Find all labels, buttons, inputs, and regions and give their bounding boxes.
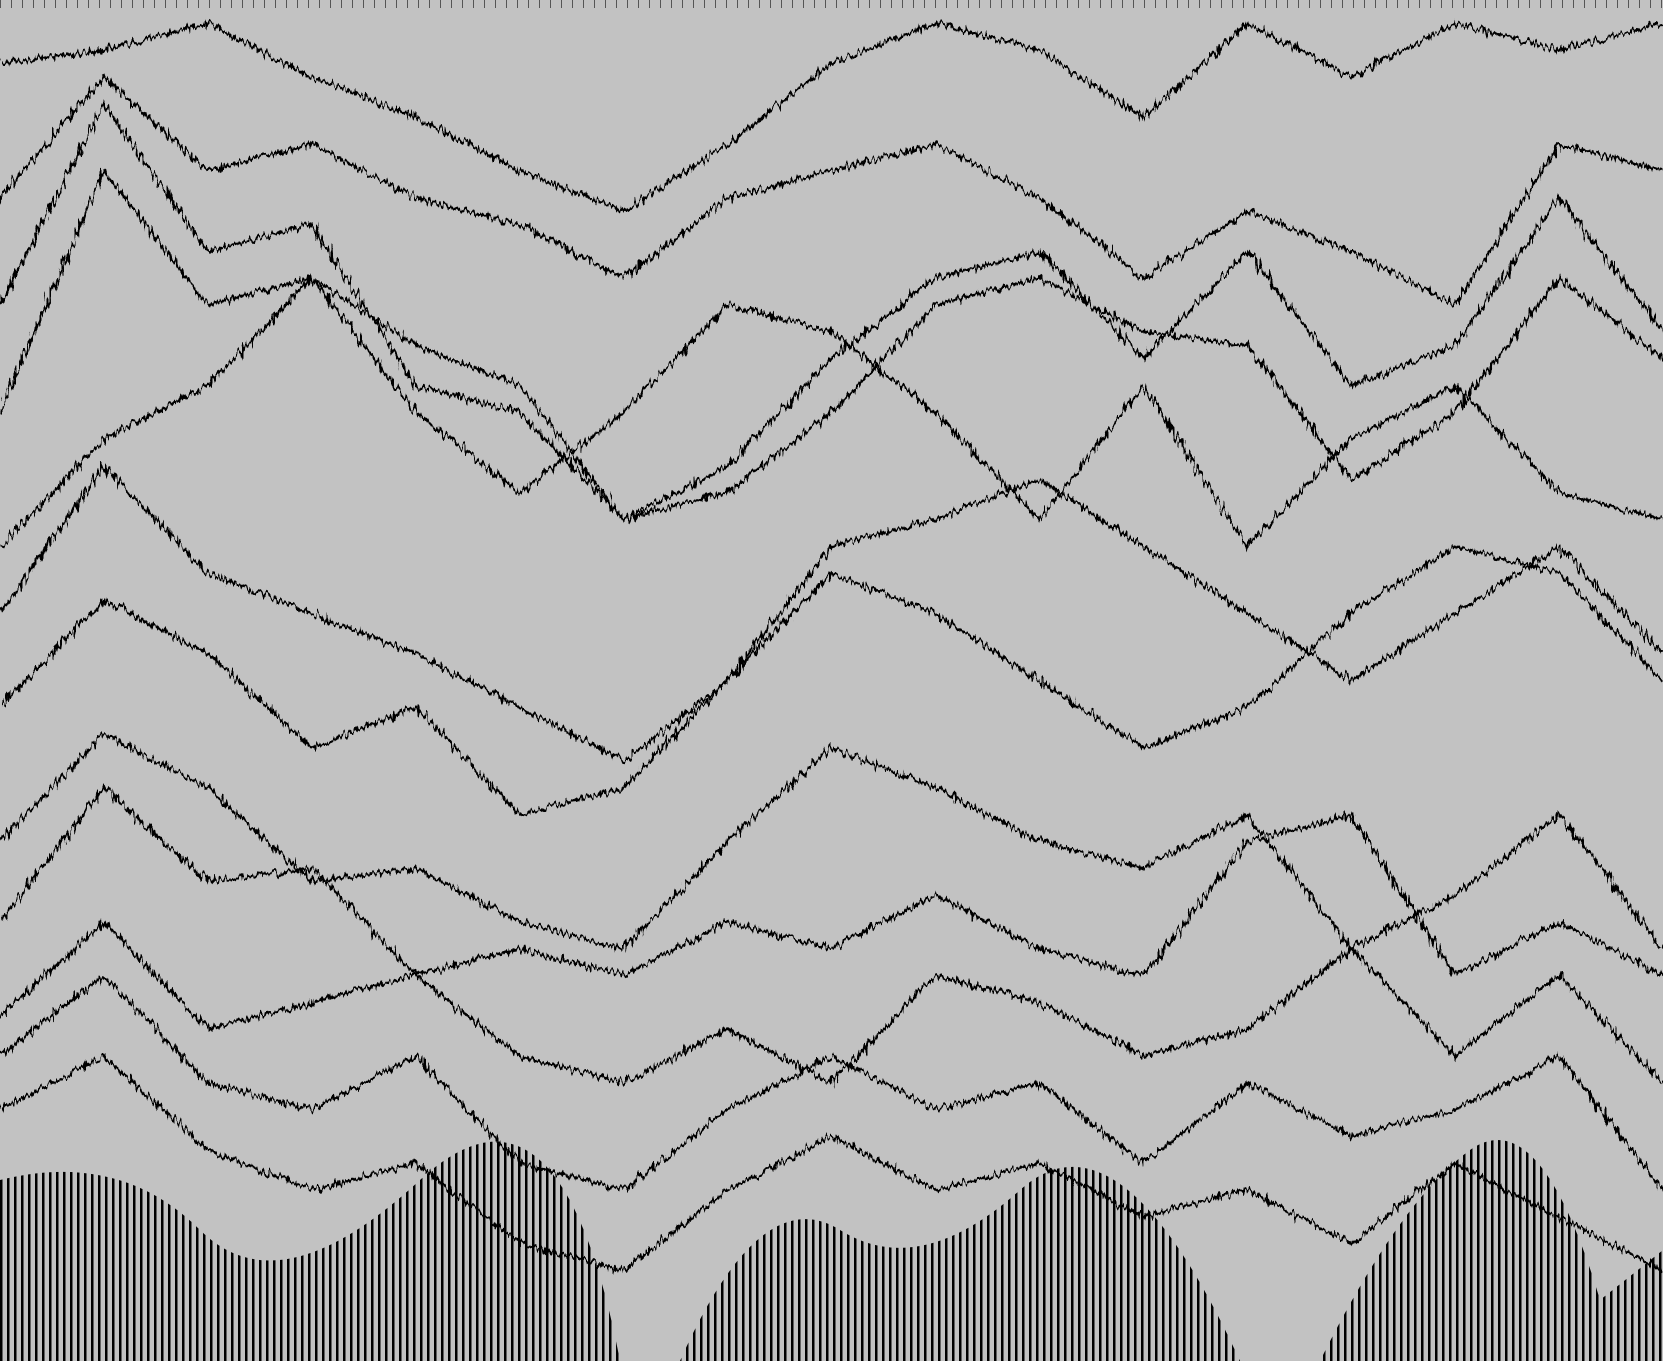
trace-line xyxy=(0,1054,1663,1272)
trace-line xyxy=(0,544,1663,817)
top-tick-strip xyxy=(0,0,1663,8)
traces xyxy=(0,21,1663,1272)
trace-line xyxy=(0,276,1663,548)
trace-line xyxy=(0,732,1663,951)
trace-line xyxy=(0,920,1663,1085)
trace-line xyxy=(0,21,1663,213)
trace-line xyxy=(0,75,1663,307)
trace-line xyxy=(0,974,1663,1192)
trace-line xyxy=(0,102,1663,522)
trace-line xyxy=(0,786,1663,977)
trace-line xyxy=(0,464,1663,763)
trace-line xyxy=(0,169,1663,522)
